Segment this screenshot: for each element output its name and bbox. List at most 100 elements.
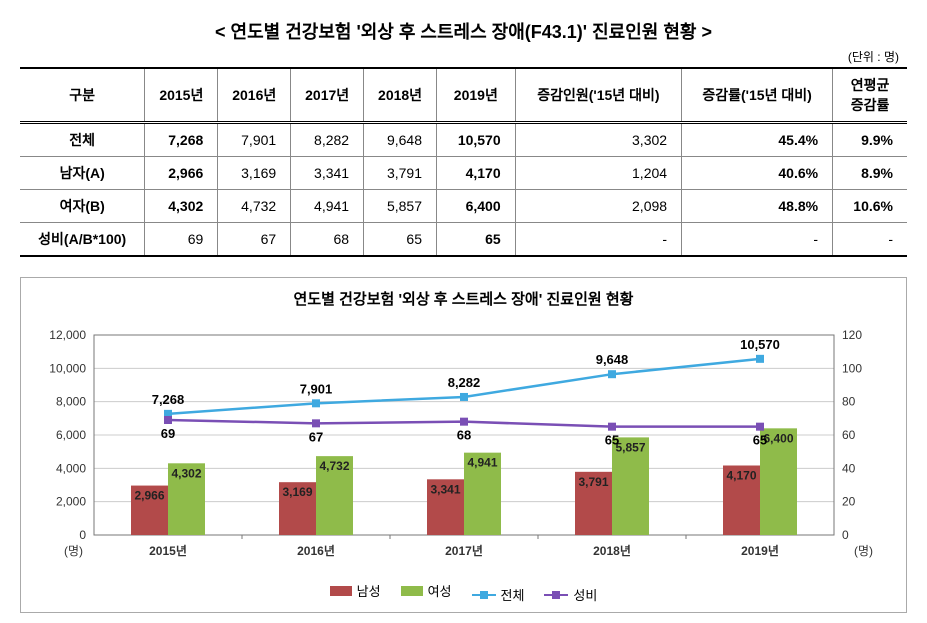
svg-text:5,857: 5,857 (615, 440, 645, 454)
svg-text:6,400: 6,400 (763, 431, 793, 445)
svg-text:7,268: 7,268 (151, 392, 184, 407)
svg-text:4,732: 4,732 (319, 459, 349, 473)
cell: 5,857 (364, 190, 437, 223)
svg-text:2019년: 2019년 (741, 544, 779, 558)
col-header: 2017년 (291, 68, 364, 123)
col-header: 2016년 (218, 68, 291, 123)
cell: 69 (145, 223, 218, 257)
table-row: 성비(A/B*100)6967686565--- (20, 223, 907, 257)
col-header: 연평균증감률 (833, 68, 907, 123)
svg-text:120: 120 (842, 328, 862, 342)
svg-text:0: 0 (842, 528, 849, 542)
cell: 65 (437, 223, 516, 257)
svg-text:4,941: 4,941 (467, 456, 497, 470)
svg-text:6,000: 6,000 (55, 428, 85, 442)
cell: 3,791 (364, 157, 437, 190)
svg-text:67: 67 (308, 429, 322, 444)
svg-text:8,282: 8,282 (447, 375, 480, 390)
svg-text:80: 80 (842, 395, 856, 409)
svg-text:3,169: 3,169 (282, 485, 312, 499)
col-header: 2015년 (145, 68, 218, 123)
svg-text:3,341: 3,341 (430, 482, 460, 496)
svg-text:40: 40 (842, 461, 856, 475)
cell: 4,170 (437, 157, 516, 190)
svg-text:2,000: 2,000 (55, 495, 85, 509)
cell: 9,648 (364, 123, 437, 157)
col-header: 구분 (20, 68, 145, 123)
row-label: 전체 (20, 123, 145, 157)
svg-text:2018년: 2018년 (593, 544, 631, 558)
cell: - (682, 223, 833, 257)
cell: 4,302 (145, 190, 218, 223)
row-label: 남자(A) (20, 157, 145, 190)
col-header: 2018년 (364, 68, 437, 123)
cell: 2,966 (145, 157, 218, 190)
legend-item: 남성 (330, 581, 381, 600)
cell: 6,400 (437, 190, 516, 223)
svg-text:9,648: 9,648 (595, 352, 628, 367)
cell: 3,302 (515, 123, 681, 157)
row-label: 여자(B) (20, 190, 145, 223)
svg-text:4,302: 4,302 (171, 466, 201, 480)
cell: 3,169 (218, 157, 291, 190)
cell: 68 (291, 223, 364, 257)
svg-text:10,000: 10,000 (49, 361, 86, 375)
svg-text:0: 0 (79, 528, 86, 542)
cell: 2,098 (515, 190, 681, 223)
svg-text:8,000: 8,000 (55, 395, 85, 409)
cell: 4,732 (218, 190, 291, 223)
cell: 4,941 (291, 190, 364, 223)
cell: 8,282 (291, 123, 364, 157)
svg-text:10,570: 10,570 (740, 337, 780, 352)
cell: 10,570 (437, 123, 516, 157)
svg-text:69: 69 (160, 426, 174, 441)
svg-text:65: 65 (752, 433, 766, 448)
svg-text:3,791: 3,791 (578, 475, 608, 489)
chart-container: 연도별 건강보험 '외상 후 스트레스 장애' 진료인원 현황 0 2,000 4,… (20, 277, 907, 613)
col-header: 증감률('15년 대비) (682, 68, 833, 123)
cell: 40.6% (682, 157, 833, 190)
legend-item: 전체 (472, 585, 525, 604)
table-row: 여자(B)4,3024,7324,9415,8576,4002,09848.8%… (20, 190, 907, 223)
cell: 10.6% (833, 190, 907, 223)
cell: 67 (218, 223, 291, 257)
cell: 65 (364, 223, 437, 257)
unit-label: (단위 : 명) (20, 48, 907, 65)
data-table: 구분2015년2016년2017년2018년2019년증감인원('15년 대비)… (20, 67, 907, 257)
cell: 8.9% (833, 157, 907, 190)
svg-text:2016년: 2016년 (297, 544, 335, 558)
svg-text:2,966: 2,966 (134, 489, 164, 503)
page-title: < 연도별 건강보험 '외상 후 스트레스 장애(F43.1)' 진료인원 현황… (20, 18, 907, 44)
cell: 9.9% (833, 123, 907, 157)
table-row: 남자(A)2,9663,1693,3413,7914,1701,20440.6%… (20, 157, 907, 190)
svg-text:(명): (명) (64, 544, 83, 558)
cell: 48.8% (682, 190, 833, 223)
svg-text:68: 68 (456, 428, 470, 443)
svg-text:60: 60 (842, 428, 856, 442)
cell: - (515, 223, 681, 257)
cell: - (833, 223, 907, 257)
svg-text:4,170: 4,170 (726, 469, 756, 483)
cell: 7,268 (145, 123, 218, 157)
cell: 45.4% (682, 123, 833, 157)
cell: 1,204 (515, 157, 681, 190)
chart-title: 연도별 건강보험 '외상 후 스트레스 장애' 진료인원 현황 (29, 288, 898, 309)
svg-text:12,000: 12,000 (49, 328, 86, 342)
combo-chart: 0 2,000 4,000 6,000 8,000 10,000 12,000 0 20 40 60… (34, 315, 894, 575)
row-label: 성비(A/B*100) (20, 223, 145, 257)
svg-text:2017년: 2017년 (445, 544, 483, 558)
svg-text:(명): (명) (854, 544, 873, 558)
svg-text:65: 65 (604, 433, 618, 448)
svg-text:2015년: 2015년 (149, 544, 187, 558)
col-header: 증감인원('15년 대비) (515, 68, 681, 123)
table-row: 전체7,2687,9018,2829,64810,5703,30245.4%9.… (20, 123, 907, 157)
legend-item: 여성 (401, 581, 452, 600)
col-header: 2019년 (437, 68, 516, 123)
svg-text:20: 20 (842, 495, 856, 509)
svg-text:4,000: 4,000 (55, 461, 85, 475)
cell: 3,341 (291, 157, 364, 190)
svg-text:7,901: 7,901 (299, 381, 332, 396)
svg-text:100: 100 (842, 361, 862, 375)
legend: 남성여성전체성비 (29, 581, 898, 604)
cell: 7,901 (218, 123, 291, 157)
